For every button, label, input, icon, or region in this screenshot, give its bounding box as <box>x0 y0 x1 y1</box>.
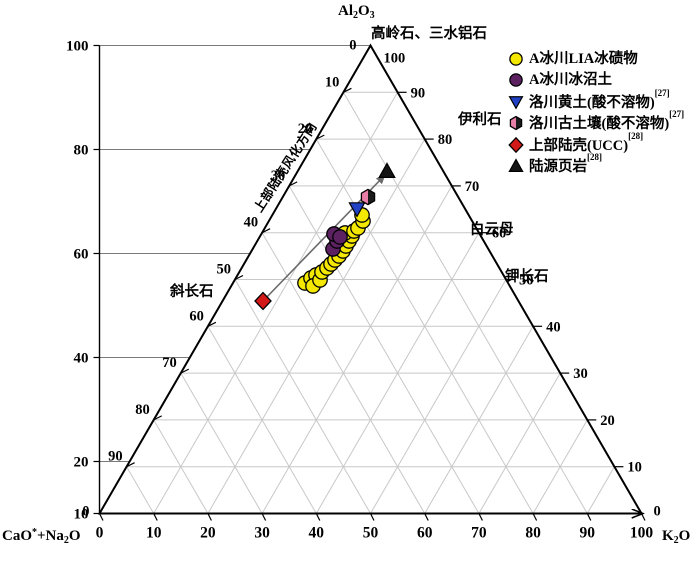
svg-text:10: 10 <box>146 525 162 542</box>
svg-text:50: 50 <box>519 273 534 289</box>
svg-text:10: 10 <box>325 74 340 90</box>
legend-item-3[interactable]: 洛川古土壤(酸不溶物)[27] <box>505 109 695 135</box>
svg-text:90: 90 <box>108 449 123 465</box>
mineral-label-kaolinite-gibbsite: 高岭石、三水铝石 <box>371 26 487 42</box>
hexagon-half-icon <box>505 113 527 134</box>
svg-text:10: 10 <box>627 460 642 476</box>
svg-text:30: 30 <box>271 168 286 184</box>
series-4 <box>254 291 272 311</box>
svg-text:100: 100 <box>630 525 654 542</box>
svg-text:70: 70 <box>465 179 480 195</box>
svg-text:20: 20 <box>200 525 216 542</box>
svg-text:80: 80 <box>135 402 150 418</box>
mineral-label-muscovite: 白云母 <box>470 222 514 238</box>
data-points-group <box>254 162 396 311</box>
svg-text:0: 0 <box>349 38 356 54</box>
svg-text:90: 90 <box>580 525 596 542</box>
ternary-gridlines <box>126 91 615 514</box>
svg-text:80: 80 <box>438 132 453 148</box>
svg-text:20: 20 <box>298 121 313 137</box>
svg-text:80: 80 <box>525 525 541 542</box>
legend-item-label: 洛川古土壤(酸不溶物)[27] <box>529 109 685 132</box>
mineral-label-illite: 伊利石 <box>458 112 502 128</box>
svg-text:10: 10 <box>74 507 89 523</box>
series-3 <box>360 188 376 206</box>
legend-item-1[interactable]: A冰川冰沼土 <box>505 70 695 92</box>
svg-text:0: 0 <box>82 504 89 520</box>
series-2 <box>348 202 366 218</box>
apex-label-cao-na2o: CaO*+Na2O <box>2 527 81 546</box>
svg-text:50: 50 <box>363 525 379 542</box>
svg-text:80: 80 <box>74 143 89 159</box>
svg-text:40: 40 <box>546 319 561 335</box>
legend-item-label: A冰川LIA冰碛物 <box>529 50 638 67</box>
svg-text:30: 30 <box>254 525 270 542</box>
svg-text:60: 60 <box>417 525 433 542</box>
svg-text:30: 30 <box>573 366 588 382</box>
mineral-label-plagioclase: 斜长石 <box>170 284 214 300</box>
legend-item-4[interactable]: 上部陆壳(UCC)[28] <box>505 130 695 156</box>
svg-text:90: 90 <box>411 85 426 101</box>
svg-text:0: 0 <box>654 504 661 520</box>
svg-text:70: 70 <box>162 355 177 371</box>
legend-item-label: A冰川冰沼土 <box>529 72 612 88</box>
apex-label-al2o3: Al2O3 <box>338 3 375 21</box>
svg-text:20: 20 <box>74 455 89 471</box>
series-1 <box>325 226 348 257</box>
legend: A冰川LIA冰碛物 A冰川冰沼土 洛川黄土(酸不溶物)[27] 洛川古土壤(酸不溶物)… <box>505 48 695 177</box>
circle-icon <box>505 48 527 69</box>
legend-item-label: 陆源页岩[28] <box>529 152 602 175</box>
legend-item-5[interactable]: 陆源页岩[28] <box>505 152 695 178</box>
apex-label-k2o: K2O <box>662 528 691 546</box>
legend-item-label: 上部陆壳(UCC)[28] <box>529 130 644 154</box>
series-5 <box>378 162 396 178</box>
svg-text:100: 100 <box>66 39 89 55</box>
svg-text:60: 60 <box>74 247 89 263</box>
svg-text:40: 40 <box>74 351 89 367</box>
axis-ticks <box>93 44 646 521</box>
svg-text:60: 60 <box>189 308 204 324</box>
svg-text:40: 40 <box>244 215 259 231</box>
triangle-up-icon <box>505 156 527 177</box>
series-0 <box>297 207 371 294</box>
svg-text:0: 0 <box>96 525 104 542</box>
svg-text:100: 100 <box>384 51 406 67</box>
legend-item-2[interactable]: 洛川黄土(酸不溶物)[27] <box>505 87 695 113</box>
legend-item-label: 洛川黄土(酸不溶物)[27] <box>529 87 670 111</box>
svg-text:40: 40 <box>309 525 325 542</box>
svg-text:70: 70 <box>471 525 487 542</box>
circle-icon <box>505 70 527 91</box>
triangle-down-icon <box>505 91 527 112</box>
cia-gridlines <box>99 44 371 463</box>
svg-text:60: 60 <box>492 226 507 242</box>
diamond-icon <box>505 134 527 155</box>
legend-item-0[interactable]: A冰川LIA冰碛物 <box>505 48 695 70</box>
svg-text:20: 20 <box>600 413 615 429</box>
mineral-label-k-feldspar: 钾长石 <box>505 269 549 285</box>
svg-text:50: 50 <box>217 262 232 278</box>
